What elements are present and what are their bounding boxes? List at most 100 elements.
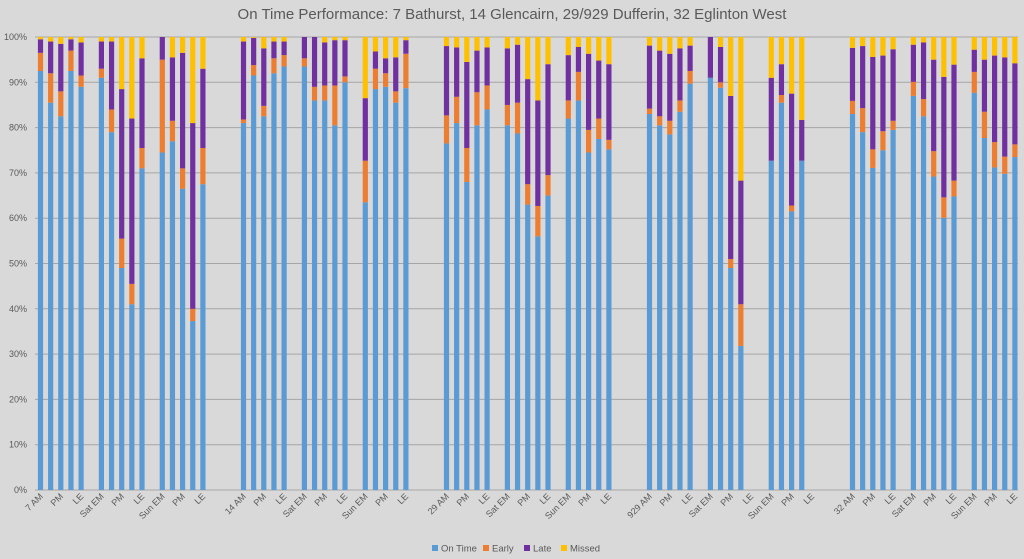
bar-segment-early <box>657 116 663 126</box>
legend-swatch <box>483 545 489 551</box>
bar-segment-early <box>880 131 886 151</box>
bar-segment-late <box>251 37 257 66</box>
bar-segment-early <box>474 92 480 126</box>
bar-segment-late <box>941 76 947 198</box>
bar-segment-late <box>799 119 805 161</box>
bar-segment-missed <box>677 37 683 49</box>
bar-segment-missed <box>525 37 531 80</box>
bar-segment-early <box>565 100 571 119</box>
bar-segment-on-time <box>880 150 886 490</box>
bar-segment-early <box>362 160 368 203</box>
bar-segment-missed <box>941 37 947 77</box>
bar-segment-late <box>951 64 957 181</box>
bar-segment-early <box>525 184 531 205</box>
bar-segment-late <box>677 48 683 101</box>
bar-segment-on-time <box>687 83 693 490</box>
bar-segment-early <box>951 180 957 197</box>
bar-segment-missed <box>504 37 510 49</box>
bar-segment-missed <box>931 37 937 60</box>
bar-segment-early <box>981 111 988 139</box>
bar-segment-early <box>677 100 683 112</box>
bar-segment-late <box>403 40 409 54</box>
y-tick-label: 60% <box>9 213 27 223</box>
bar-segment-on-time <box>159 152 165 490</box>
bar-segment-early <box>870 149 876 168</box>
bar-segment-missed <box>139 37 145 59</box>
bar-segment-on-time <box>504 125 510 491</box>
bar-segment-late <box>362 98 368 161</box>
bar-segment-early <box>342 76 348 83</box>
legend-label: On Time <box>441 544 477 555</box>
bar-segment-late <box>992 55 998 143</box>
bar-segment-missed <box>981 37 988 60</box>
bar-segment-early <box>849 100 856 115</box>
bar-segment-on-time <box>545 195 551 491</box>
chart-title: On Time Performance: 7 Bathurst, 14 Glen… <box>238 6 788 23</box>
bar-segment-missed <box>565 37 571 56</box>
bar-segment-late <box>301 37 307 59</box>
bar-segment-late <box>443 46 450 116</box>
bar-segment-on-time <box>251 75 257 490</box>
bar-segment-early <box>545 175 551 196</box>
bar-segment-on-time <box>443 143 450 490</box>
bar-segment-on-time <box>606 149 612 490</box>
bar-segment-late <box>261 48 267 106</box>
bar-segment-missed <box>464 37 470 62</box>
bar-segment-late <box>667 53 673 121</box>
bar-segment-late <box>108 41 115 110</box>
bar-segment-on-time <box>565 118 571 490</box>
bar-segment-early <box>78 75 84 87</box>
bar-segment-early <box>169 120 176 142</box>
bar-segment-early <box>129 283 135 305</box>
bar-segment-late <box>58 43 64 92</box>
x-tick-label: 32 AM <box>832 491 857 516</box>
bar-segment-late <box>383 58 389 74</box>
bar-segment-missed <box>575 37 582 47</box>
bar-segment-late <box>372 51 379 69</box>
bar-segment-late <box>190 123 196 309</box>
bar-segment-late <box>849 47 856 101</box>
bar-segment-on-time <box>596 138 602 491</box>
bar-segment-missed <box>687 37 693 46</box>
bar-segment-on-time <box>180 188 186 490</box>
bar-segment-on-time <box>657 125 663 491</box>
bar-segment-on-time <box>586 152 592 490</box>
x-tick-label: PM <box>455 491 472 508</box>
bar-segment-early <box>778 94 785 103</box>
bar-segment-missed <box>657 37 663 51</box>
bar-segment-missed <box>454 37 460 48</box>
x-tick-label: 29 AM <box>426 491 451 516</box>
bar-segment-late <box>119 89 125 239</box>
bar-segment-late <box>890 49 896 121</box>
bar-segment-missed <box>778 37 785 65</box>
bar-segment-on-time <box>860 132 866 490</box>
bar-segment-missed <box>768 37 774 78</box>
bar-segment-late <box>393 57 399 92</box>
bar-segment-missed <box>860 37 866 47</box>
bar-segment-missed <box>484 37 490 48</box>
bar-segment-missed <box>37 37 44 40</box>
bar-segment-missed <box>68 37 74 40</box>
bar-segment-missed <box>535 37 541 101</box>
bar-segment-early <box>271 58 277 74</box>
bar-segment-on-time <box>311 100 318 491</box>
x-tick-label: LE <box>1004 491 1019 506</box>
legend-swatch <box>524 545 530 551</box>
bar-segment-on-time <box>920 116 927 491</box>
bar-segment-missed <box>261 37 267 49</box>
bar-segment-early <box>281 55 287 67</box>
bar-segment-early <box>941 197 947 218</box>
y-tick-label: 20% <box>9 394 27 404</box>
bar-segment-on-time <box>870 167 876 491</box>
bar-segment-late <box>596 60 602 119</box>
bar-segment-on-time <box>931 176 937 491</box>
bar-segment-early <box>261 105 267 117</box>
bar-segment-on-time <box>78 86 84 490</box>
bar-segment-late <box>514 44 521 103</box>
bar-segment-early <box>108 109 115 133</box>
x-tick-label: LE <box>680 491 695 506</box>
bar-segment-on-time <box>58 116 64 491</box>
bar-segment-late <box>169 57 176 121</box>
bar-segment-early <box>992 142 998 168</box>
bar-segment-early <box>301 58 307 67</box>
